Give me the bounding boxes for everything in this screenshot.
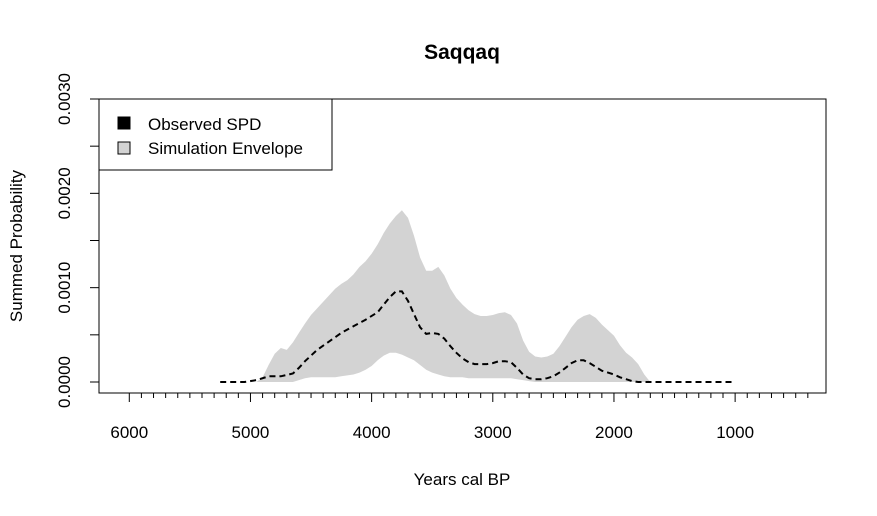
observed-spd-line [220,290,736,383]
x-tick-label: 3000 [474,423,512,442]
legend-label-envelope: Simulation Envelope [148,139,303,158]
legend-swatch-observed [117,116,131,130]
y-tick-label: 0.0030 [55,73,74,125]
y-tick-label: 0.0020 [55,167,74,219]
legend-box [98,98,333,171]
x-axis: 6000 5000 4000 3000 2000 1000 [110,392,809,442]
y-axis: 0.0000 0.0010 0.0020 0.0030 [55,73,100,408]
y-tick-label: 0.0010 [55,262,74,314]
x-axis-label: Years cal BP [414,470,511,489]
x-tick-label: 5000 [232,423,270,442]
legend-label-observed: Observed SPD [148,115,261,134]
x-tick-label: 2000 [595,423,633,442]
legend-swatch-envelope [117,141,131,155]
chart-title: Saqqaq [424,41,500,64]
legend: Observed SPD Simulation Envelope [98,98,333,171]
x-tick-label: 6000 [110,423,148,442]
x-tick-label: 4000 [353,423,391,442]
observed-spd-layer [220,290,736,383]
y-tick-label: 0.0000 [55,356,74,408]
y-axis-label: Summed Probability [7,169,26,322]
x-tick-label: 1000 [716,423,754,442]
simulation-envelope-area [256,210,651,382]
simulation-envelope-layer [256,210,651,382]
